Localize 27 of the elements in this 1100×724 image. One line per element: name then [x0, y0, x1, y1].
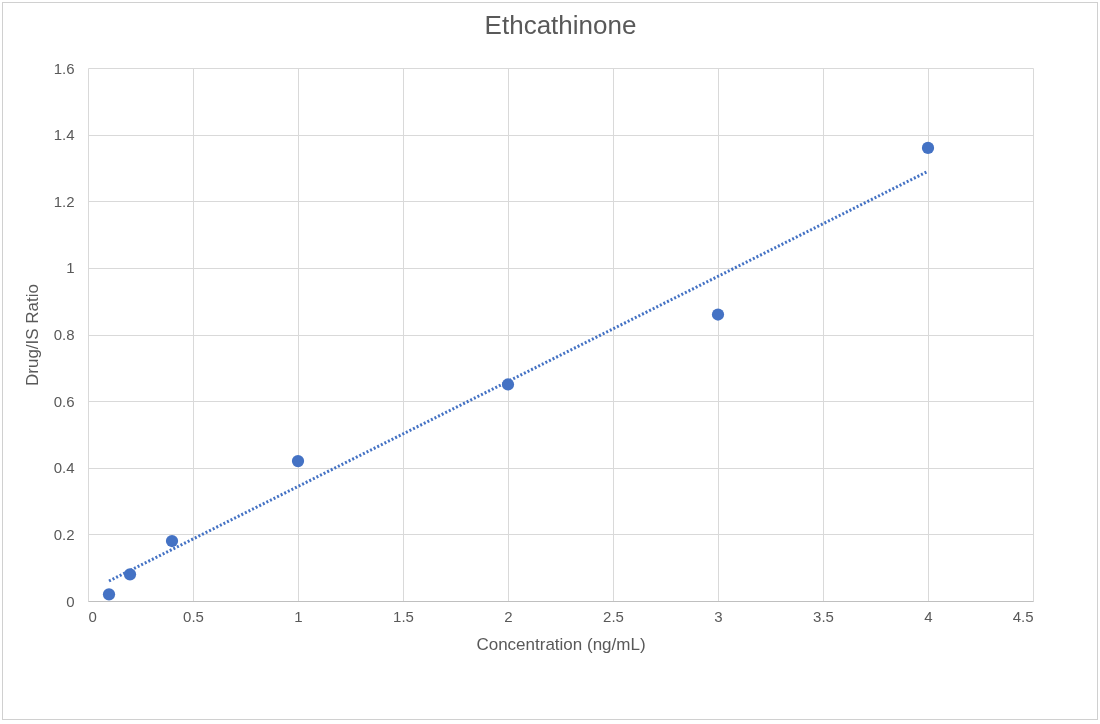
y-tick-label: 1.4: [53, 126, 75, 144]
y-tick-label: 0.6: [53, 392, 75, 410]
x-tick-label: 3: [714, 607, 723, 625]
point: [102, 588, 116, 601]
y-tick-label: 0: [66, 592, 75, 610]
x-tick-label: 1: [294, 607, 303, 625]
x-tick-label: 0: [88, 607, 97, 625]
x-tick-label: 2: [504, 607, 513, 625]
x-axis-title: Concentration (ng/mL): [476, 634, 646, 654]
x-tick-label: 3.5: [813, 607, 834, 625]
x-tick-label: 1.5: [393, 607, 414, 625]
x-tick-label: 2.5: [603, 607, 624, 625]
point: [165, 534, 179, 548]
x-tick-label: 0.5: [183, 607, 204, 625]
point: [291, 454, 305, 468]
x-tick-label: 4.5: [1012, 607, 1034, 625]
y-tick-label: 1: [66, 259, 75, 277]
y-tick-label: 0.2: [53, 525, 75, 543]
x-tick-label: 4: [924, 607, 933, 625]
y-tick-label: 0.4: [53, 459, 75, 477]
chart-title: Ethcathinone: [484, 10, 637, 40]
point: [711, 308, 725, 321]
y-tick-label: 1.6: [53, 59, 75, 77]
y-tick-label: 0.8: [53, 326, 75, 343]
y-axis-title: Drug/IS Ratio: [22, 283, 42, 387]
point: [921, 141, 935, 155]
y-tick-label: 1.2: [53, 192, 75, 210]
